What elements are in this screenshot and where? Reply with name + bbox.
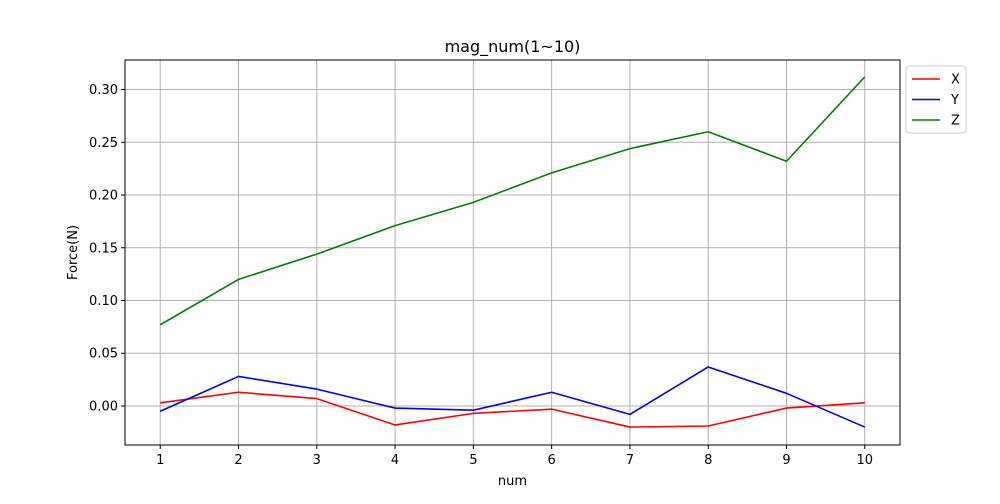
x-tick-label: 3 [313, 453, 321, 468]
x-axis-label: num [498, 474, 527, 489]
x-axis-ticks: 1 2 3 4 5 6 7 8 9 10 [156, 445, 873, 468]
plot-frame [124, 59, 901, 446]
y-tick-label: 0.25 [89, 136, 118, 151]
y-tick-label: 0.20 [89, 189, 118, 204]
x-tick-label: 7 [626, 453, 634, 468]
x-tick-label: 5 [469, 453, 477, 468]
series-layer [159, 76, 866, 428]
series-line-z [159, 76, 866, 326]
y-tick-label: 0.00 [89, 399, 118, 414]
y-tick-label: 0.30 [89, 83, 118, 98]
legend-label-y: Y [950, 93, 959, 108]
x-tick-label: 10 [856, 453, 873, 468]
x-tick-label: 8 [704, 453, 712, 468]
x-tick-label: 9 [782, 453, 790, 468]
x-tick-label: 4 [391, 453, 399, 468]
y-tick-label: 0.15 [89, 241, 118, 256]
series-line-y [159, 366, 866, 428]
y-tick-label: 0.05 [89, 347, 118, 362]
x-tick-label: 2 [234, 453, 242, 468]
y-axis-label: Force(N) [66, 225, 81, 280]
series-line-x [160, 391, 865, 428]
chart-title: mag_num(1~10) [445, 37, 581, 57]
grid-layer [125, 60, 900, 445]
legend-label-x: X [951, 73, 960, 88]
x-tick-label: 6 [548, 453, 556, 468]
legend: XYZ [905, 65, 967, 134]
y-tick-label: 0.10 [89, 294, 118, 309]
legend-label-z: Z [951, 114, 960, 129]
x-tick-label: 1 [156, 453, 164, 468]
y-axis-ticks: 0.00 0.05 0.10 0.15 0.20 0.25 0.30 [89, 83, 125, 414]
